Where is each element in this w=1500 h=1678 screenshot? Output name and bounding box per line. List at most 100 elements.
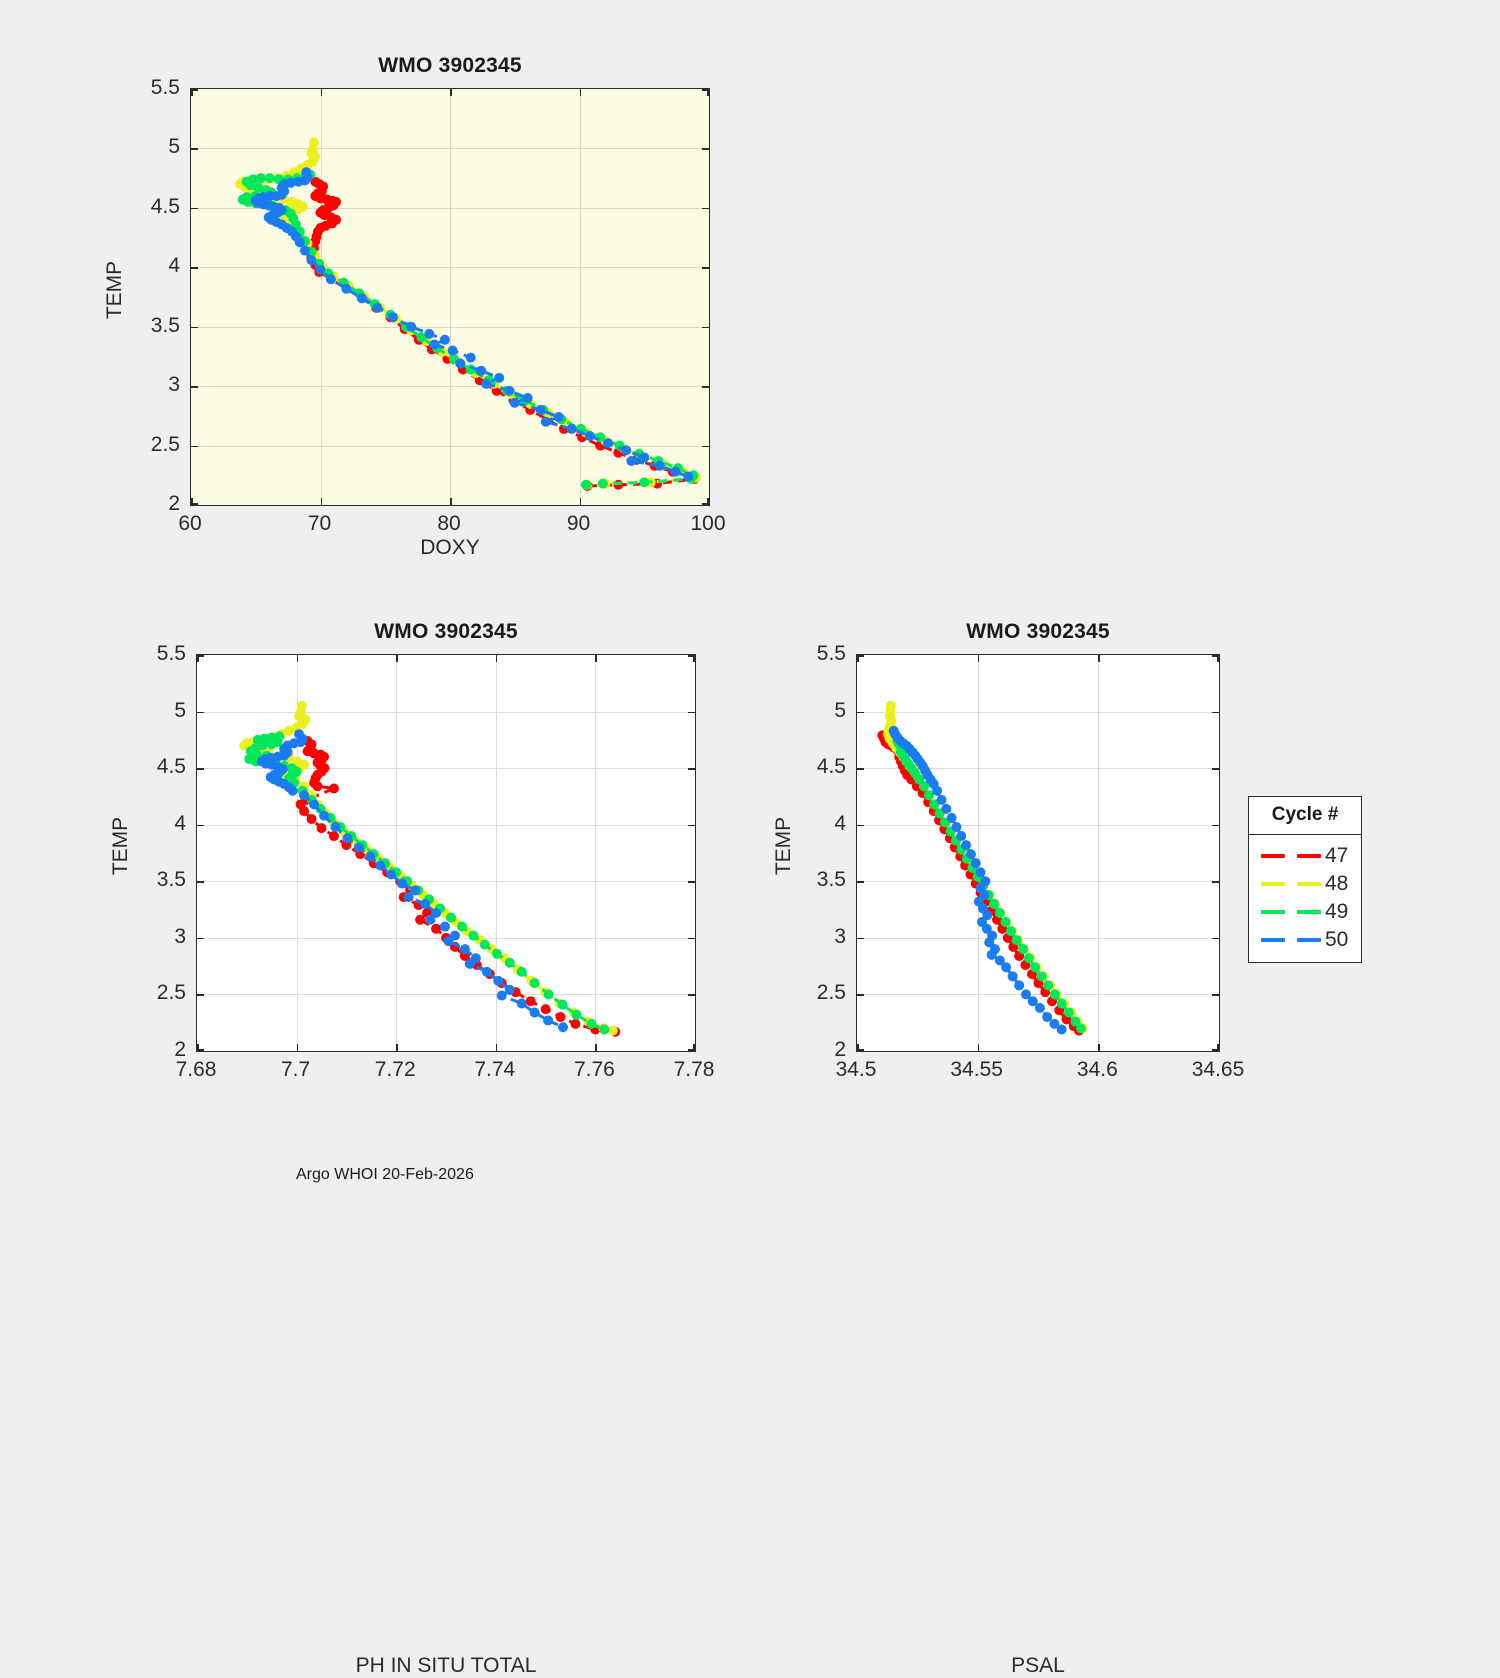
data-point	[264, 173, 275, 184]
data-point	[1020, 989, 1031, 1000]
x-axis-tick	[197, 655, 199, 662]
legend-label: 49	[1325, 900, 1349, 923]
x-axis-tick-label: 7.7	[280, 1058, 311, 1081]
data-point	[481, 378, 492, 389]
legend-dash	[1297, 854, 1321, 858]
series-canvas	[239, 700, 621, 1037]
data-point	[425, 914, 436, 925]
y-axis-tick	[857, 881, 864, 883]
x-axis-tick-label: 7.76	[573, 1058, 615, 1081]
series-line	[309, 180, 696, 488]
data-point	[621, 445, 632, 456]
data-point	[245, 180, 256, 191]
data-point	[516, 998, 527, 1009]
x-axis-tick	[595, 655, 597, 662]
y-axis-tick-label: 4	[834, 811, 846, 835]
data-point	[1018, 944, 1029, 955]
data-point	[929, 799, 940, 810]
y-axis-tick	[857, 824, 864, 827]
data-point	[464, 958, 475, 969]
data-point	[970, 858, 981, 869]
legend-entry-47[interactable]: 47	[1249, 842, 1361, 870]
data-point	[476, 365, 487, 376]
data-point	[455, 358, 466, 369]
y-axis-tick-label: 4	[174, 811, 186, 835]
x-axis-tick-label: 34.5	[835, 1058, 877, 1081]
series-line	[247, 734, 605, 1031]
y-axis-tick	[688, 655, 695, 657]
data-point	[555, 1012, 566, 1023]
legend-entry-48[interactable]: 48	[1249, 870, 1361, 898]
data-point	[558, 1022, 569, 1033]
y-axis-tick	[1212, 655, 1219, 657]
data-point	[979, 889, 990, 900]
series-line	[298, 739, 616, 1034]
x-axis-tick	[595, 1044, 597, 1051]
y-axis-tick-label: 3	[834, 924, 846, 948]
data-point	[571, 1009, 582, 1020]
data-point	[580, 479, 591, 490]
y-axis-tick	[191, 89, 198, 91]
x-axis-tick	[296, 655, 299, 662]
data-point	[375, 860, 386, 871]
data-point	[1036, 971, 1047, 982]
series-cycle-50	[256, 729, 569, 1033]
data-point	[388, 312, 399, 323]
x-axis-tick	[579, 89, 581, 96]
data-point	[493, 975, 504, 986]
y-axis-tick	[197, 711, 204, 714]
x-axis-tick-label: 90	[566, 512, 591, 535]
legend-dash	[1261, 854, 1285, 858]
data-point	[919, 781, 930, 792]
series-line	[253, 171, 689, 478]
legend-entry-49[interactable]: 49	[1249, 898, 1361, 926]
y-axis-tick	[1212, 881, 1219, 883]
x-axis-tick-label: 100	[690, 512, 726, 535]
panel-doxy-xlabel: DOXY	[420, 536, 480, 559]
y-axis-tick	[1212, 711, 1219, 714]
data-point	[468, 930, 479, 941]
y-axis-tick-label: 2	[168, 492, 180, 515]
data-point	[639, 452, 650, 463]
y-axis-tick	[688, 937, 695, 940]
y-axis-tick-label: 3	[174, 924, 186, 948]
legend-line-sample-48	[1259, 877, 1325, 891]
gridline-horizontal	[197, 768, 695, 770]
data-point	[386, 869, 397, 880]
legend-dash	[1261, 910, 1285, 914]
y-axis-tick-label: 5.5	[156, 642, 186, 665]
data-point	[481, 966, 492, 977]
legend-dash	[1297, 938, 1321, 942]
legend-line-sample-47	[1259, 849, 1325, 863]
y-axis-tick	[857, 1049, 864, 1051]
data-point	[994, 955, 1005, 966]
y-axis-tick	[702, 445, 709, 448]
data-point	[602, 438, 613, 449]
data-point	[961, 840, 972, 851]
y-axis-tick	[688, 824, 695, 827]
x-axis-tick-label: 7.78	[673, 1058, 715, 1081]
y-axis-tick	[191, 503, 198, 505]
data-point	[294, 237, 305, 248]
x-axis-tick-label: 34.55	[950, 1058, 1003, 1081]
y-axis-tick-label: 3.5	[816, 868, 846, 892]
data-point	[946, 812, 957, 823]
data-point	[494, 372, 505, 383]
data-point	[1049, 989, 1060, 1000]
y-axis-tick	[191, 267, 198, 269]
gridline-vertical	[495, 655, 497, 1051]
panel-doxy: WMO 3902345 DOXY TEMP 2 2.5 3 3.5 4 4.5 5 5.5 60…	[103, 54, 726, 559]
x-axis-tick	[707, 89, 709, 96]
legend-entry-50[interactable]: 50	[1249, 926, 1361, 954]
y-axis-tick	[1212, 768, 1219, 770]
gridline-horizontal	[857, 711, 1219, 713]
data-point	[989, 898, 1000, 909]
data-point	[440, 921, 450, 932]
y-axis-tick-label: 4.5	[816, 755, 846, 779]
data-point	[415, 914, 426, 925]
data-point	[1011, 935, 1022, 946]
x-axis-tick	[579, 498, 581, 505]
legend-line-sample-50	[1259, 933, 1325, 947]
y-axis-tick	[857, 994, 864, 996]
y-axis-tick-label: 5	[168, 135, 180, 159]
